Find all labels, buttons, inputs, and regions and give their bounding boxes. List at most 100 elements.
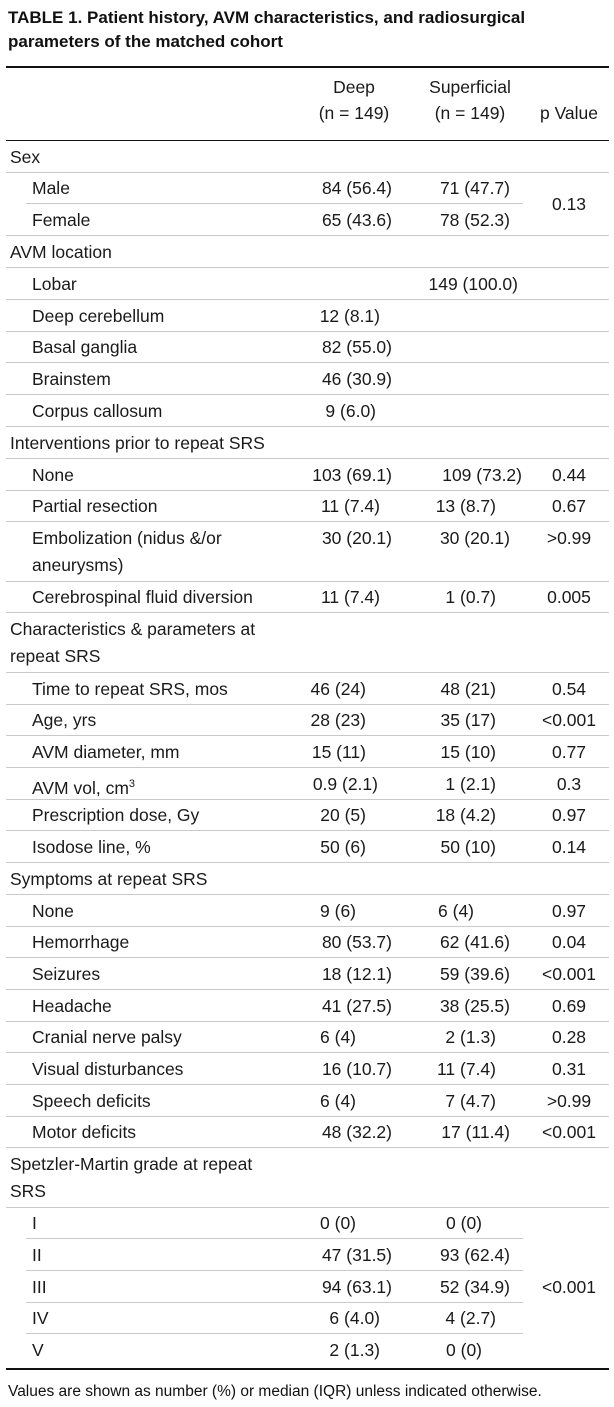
row-divider xyxy=(6,1052,609,1053)
avm-vol-exponent: 3 xyxy=(128,778,136,790)
row-divider xyxy=(6,1116,609,1117)
cell-embolization-deep: 30 (20.1) xyxy=(321,528,392,548)
cell-visual-deep: 16 (10.7) xyxy=(321,1059,392,1079)
cell-head-p: 0.69 xyxy=(551,996,587,1016)
row-label-grade-1: I xyxy=(32,1213,37,1233)
row-divider xyxy=(6,362,609,363)
row-label-embolization-2: aneurysms) xyxy=(32,555,124,575)
cell-motor-sup: 17 (11.4) xyxy=(441,1122,510,1142)
row-divider xyxy=(6,490,609,491)
cell-callosum-deep: 9 (6.0) xyxy=(325,401,376,421)
cell-g3-deep: 94 (63.1) xyxy=(321,1277,392,1297)
cell-speech-deep: 6 (4) xyxy=(320,1091,356,1111)
header-superficial: Superficial (n = 149) xyxy=(412,74,528,126)
table-bottom-rule xyxy=(6,1368,609,1370)
cell-g5-sup: 0 (0) xyxy=(446,1340,482,1360)
cell-g3-sup: 52 (34.9) xyxy=(439,1277,510,1297)
row-divider xyxy=(6,331,609,332)
row-label-avm-vol: AVM vol, cm3 xyxy=(32,773,135,799)
cell-visual-sup: 11 (7.4) xyxy=(436,1059,496,1079)
row-label-seizures: Seizures xyxy=(32,964,101,984)
cell-dose-sup: 18 (4.2) xyxy=(435,805,496,825)
cell-female-deep: 65 (43.6) xyxy=(321,210,392,230)
table-title: TABLE 1. Patient history, AVM characteri… xyxy=(8,6,608,54)
cell-vol-sup: 1 (2.1) xyxy=(445,774,496,794)
row-divider xyxy=(6,458,609,459)
row-label-deep-cerebellum: Deep cerebellum xyxy=(32,306,165,326)
cell-cerebellum-deep: 12 (8.1) xyxy=(319,306,380,326)
cell-csf-deep: 11 (7.4) xyxy=(320,587,380,607)
table-top-rule xyxy=(6,66,609,68)
row-label-avm-diameter: AVM diameter, mm xyxy=(32,742,180,762)
cell-g5-deep: 2 (1.3) xyxy=(329,1340,380,1360)
header-deep-line-1: Deep xyxy=(333,77,375,97)
cell-hem-sup: 62 (41.6) xyxy=(439,932,510,952)
row-label-motor-deficits: Motor deficits xyxy=(32,1122,137,1142)
cell-hem-p: 0.04 xyxy=(551,932,587,952)
cell-cranial-p: 0.28 xyxy=(551,1027,587,1047)
cell-seiz-p: <0.001 xyxy=(541,964,596,984)
cell-cranial-sup: 2 (1.3) xyxy=(445,1027,496,1047)
cell-speech-sup: 7 (4.7) xyxy=(445,1091,496,1111)
cell-diameter-deep: 15 (11) xyxy=(311,742,366,762)
cell-motor-p: <0.001 xyxy=(541,1122,596,1142)
table-title-line-1: TABLE 1. Patient history, AVM characteri… xyxy=(8,8,526,27)
cell-none-int-deep: 103 (69.1) xyxy=(312,465,392,485)
cell-head-deep: 41 (27.5) xyxy=(321,996,392,1016)
row-divider xyxy=(6,830,609,831)
row-label-grade-3: III xyxy=(32,1277,47,1297)
section-characteristics-1: Characteristics & parameters at xyxy=(10,619,256,639)
row-label-partial-resection: Partial resection xyxy=(32,496,158,516)
cell-cranial-deep: 6 (4) xyxy=(320,1027,356,1047)
row-label-time-to-repeat: Time to repeat SRS, mos xyxy=(32,679,228,699)
row-label-none-symptoms: None xyxy=(32,901,74,921)
row-divider xyxy=(6,862,609,863)
row-divider xyxy=(6,299,609,300)
section-interventions: Interventions prior to repeat SRS xyxy=(10,433,265,453)
cell-vol-p: 0.3 xyxy=(556,774,582,794)
cell-brainstem-deep: 46 (30.9) xyxy=(321,369,392,389)
row-label-lobar: Lobar xyxy=(32,274,77,294)
cell-time-p: 0.54 xyxy=(551,679,587,699)
row-divider xyxy=(6,926,609,927)
section-avm-location: AVM location xyxy=(10,242,112,262)
cell-seiz-deep: 18 (12.1) xyxy=(321,964,392,984)
cell-male-deep: 84 (56.4) xyxy=(321,178,392,198)
cell-g2-deep: 47 (31.5) xyxy=(321,1245,392,1265)
cell-isodose-sup: 50 (10) xyxy=(440,837,496,857)
cell-time-deep: 46 (24) xyxy=(310,679,366,699)
row-label-cranial-nerve-palsy: Cranial nerve palsy xyxy=(32,1027,182,1047)
row-label-csf-diversion: Cerebrospinal fluid diversion xyxy=(32,587,253,607)
row-label-grade-2: II xyxy=(32,1245,42,1265)
cell-lobar-sup: 149 (100.0) xyxy=(428,274,518,294)
cell-male-sup: 71 (47.7) xyxy=(439,178,510,198)
cell-seiz-sup: 59 (39.6) xyxy=(439,964,510,984)
cell-csf-sup: 1 (0.7) xyxy=(445,587,496,607)
row-divider xyxy=(6,581,609,582)
cell-none-sym-deep: 9 (6) xyxy=(320,901,356,921)
cell-isodose-p: 0.14 xyxy=(551,837,587,857)
row-label-prescription-dose: Prescription dose, Gy xyxy=(32,805,200,825)
cell-none-sym-p: 0.97 xyxy=(551,901,587,921)
row-divider xyxy=(6,1207,609,1208)
cell-none-int-p: 0.44 xyxy=(551,465,587,485)
row-label-male: Male xyxy=(32,178,70,198)
cell-g4-deep: 6 (4.0) xyxy=(329,1308,380,1328)
cell-dose-deep: 20 (5) xyxy=(320,805,366,825)
header-deep: Deep (n = 149) xyxy=(296,74,412,126)
section-sex: Sex xyxy=(10,147,41,167)
row-label-embolization-1: Embolization (nidus &/or xyxy=(32,528,222,548)
row-label-brainstem: Brainstem xyxy=(32,369,111,389)
row-label-hemorrhage: Hemorrhage xyxy=(32,932,130,952)
section-symptoms: Symptoms at repeat SRS xyxy=(10,869,208,889)
cell-age-sup: 35 (17) xyxy=(440,710,496,730)
row-label-age: Age, yrs xyxy=(32,710,97,730)
cell-spetzler-p: <0.001 xyxy=(541,1277,596,1297)
cell-head-sup: 38 (25.5) xyxy=(439,996,510,1016)
cell-resection-p: 0.67 xyxy=(551,496,587,516)
cell-isodose-deep: 50 (6) xyxy=(320,837,366,857)
header-rule xyxy=(6,140,609,141)
row-divider xyxy=(6,672,609,673)
row-label-grade-4: IV xyxy=(32,1308,49,1328)
row-divider xyxy=(6,394,609,395)
